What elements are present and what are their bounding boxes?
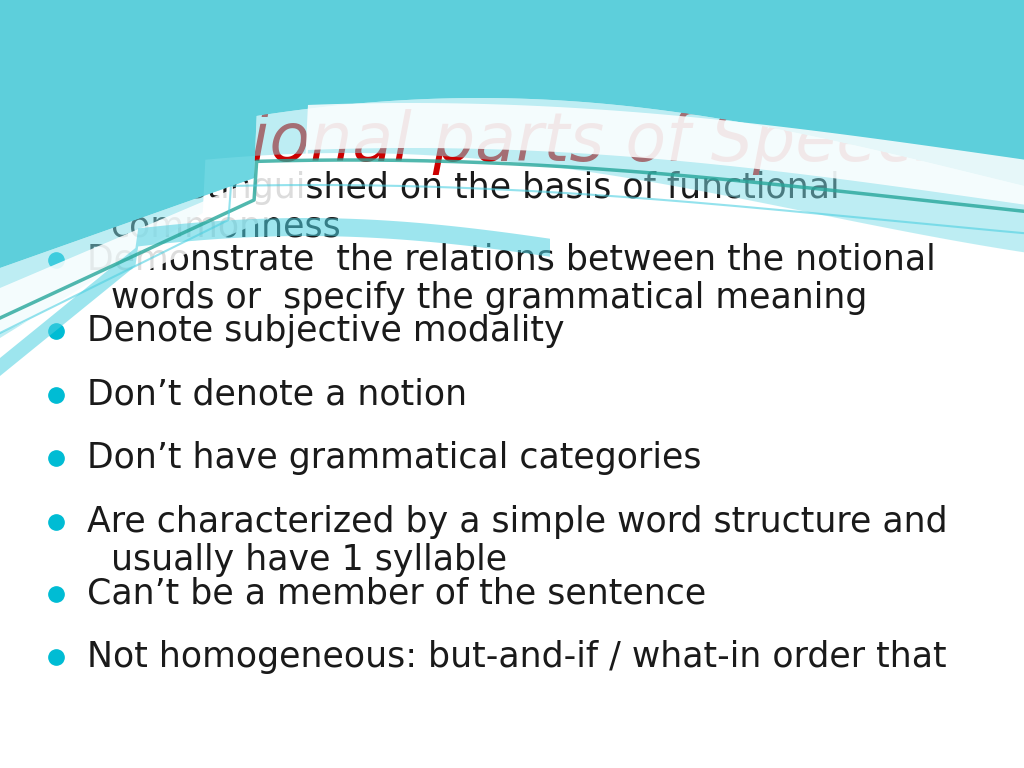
Text: usually have 1 syllable: usually have 1 syllable (111, 544, 507, 578)
Text: Functional parts of Speech: Functional parts of Speech (68, 109, 956, 175)
Text: Don’t denote a notion: Don’t denote a notion (87, 378, 467, 412)
Polygon shape (0, 103, 1024, 333)
Text: Are characterized by a simple word structure and: Are characterized by a simple word struc… (87, 505, 947, 539)
Polygon shape (0, 98, 1024, 338)
Text: Not homogeneous: but-and-if / what-in order that: Not homogeneous: but-and-if / what-in or… (87, 641, 946, 674)
Text: Denote subjective modality: Denote subjective modality (87, 314, 564, 348)
Text: Can’t be a member of the sentence: Can’t be a member of the sentence (87, 577, 707, 611)
Text: Don’t have grammatical categories: Don’t have grammatical categories (87, 442, 701, 475)
Text: Demonstrate  the relations between the notional: Demonstrate the relations between the no… (87, 243, 936, 276)
Text: words or  specify the grammatical meaning: words or specify the grammatical meaning (111, 281, 867, 315)
Text: commonness: commonness (111, 210, 341, 243)
Polygon shape (0, 218, 550, 376)
Text: Are distinguished on the basis of functional: Are distinguished on the basis of functi… (87, 171, 840, 205)
Polygon shape (0, 0, 1024, 268)
